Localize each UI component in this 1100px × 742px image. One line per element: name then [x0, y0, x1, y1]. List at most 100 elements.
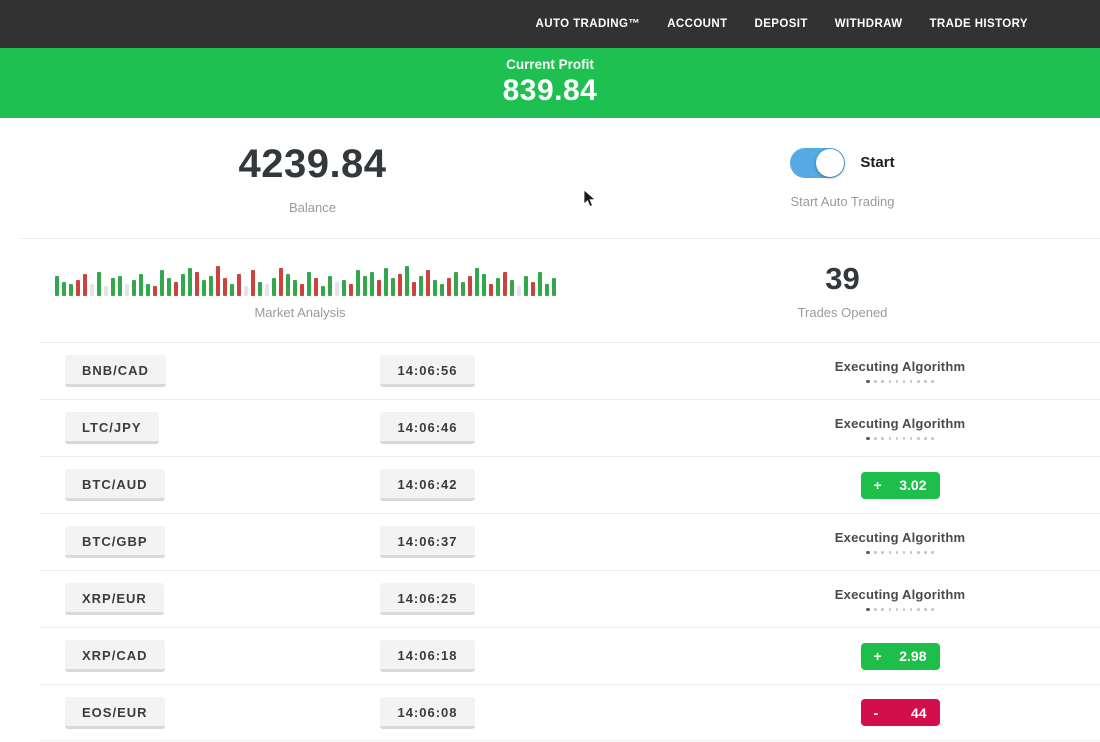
nav-auto-trading[interactable]: AUTO TRADING™	[535, 18, 641, 30]
nav-deposit[interactable]: DEPOSIT	[754, 18, 808, 30]
toggle-start-label: Start	[860, 154, 895, 171]
progress-dot	[909, 437, 913, 440]
progress-dot	[888, 608, 892, 611]
loss-sign: -	[873, 704, 879, 721]
market-bar	[384, 267, 388, 296]
trades-opened-block: 39 Trades Opened	[585, 261, 1100, 320]
progress-dot	[924, 437, 927, 440]
nav-withdraw[interactable]: WITHDRAW	[834, 18, 903, 30]
market-bar	[244, 285, 248, 296]
pair-chip: BTC/GBP	[65, 526, 165, 558]
progress-dot	[866, 607, 870, 612]
pair-chip: EOS/EUR	[65, 696, 165, 729]
market-analysis-label: Market Analysis	[254, 304, 346, 320]
market-bar	[496, 277, 500, 296]
market-bar	[342, 279, 346, 296]
progress-dot	[888, 380, 892, 383]
start-auto-trading-label: Start Auto Trading	[790, 193, 895, 209]
balance-value: 4239.84	[238, 141, 387, 186]
progress-dot	[866, 379, 870, 384]
market-bar	[279, 267, 283, 296]
market-bar	[272, 277, 276, 296]
current-profit-banner: Current Profit 839.84	[0, 48, 1100, 118]
profit-badge: + 3.02	[860, 471, 940, 499]
market-bar	[216, 265, 220, 296]
progress-dots	[700, 379, 1100, 384]
pair-chip: BNB/CAD	[65, 355, 166, 387]
profit-value: 2.98	[899, 648, 927, 664]
time-chip: 14:06:25	[380, 583, 475, 615]
market-bar	[482, 273, 486, 296]
market-bar	[307, 271, 311, 296]
progress-dot	[895, 380, 899, 383]
market-bar	[258, 281, 262, 296]
progress-dot	[909, 608, 913, 611]
market-bar	[153, 285, 157, 296]
progress-dot	[931, 437, 934, 440]
market-bar	[447, 277, 451, 296]
market-bar	[230, 283, 234, 296]
executing-algorithm-label: Executing Algorithm	[834, 586, 966, 602]
market-bar	[545, 283, 549, 296]
progress-dot	[924, 608, 927, 611]
current-profit-label: Current Profit	[506, 57, 594, 72]
market-bar	[405, 265, 409, 296]
progress-dot	[902, 437, 906, 440]
progress-dot	[866, 436, 870, 441]
table-row: XRP/CAD 14:06:18 + 2.98	[40, 627, 1100, 684]
time-chip: 14:06:56	[380, 355, 475, 387]
market-bar	[69, 283, 73, 296]
market-bar	[489, 283, 493, 296]
market-bar	[433, 279, 437, 296]
market-bar	[139, 273, 143, 296]
balance-label: Balance	[289, 199, 336, 215]
progress-dot	[916, 551, 920, 554]
market-bar	[202, 279, 206, 296]
progress-dot	[874, 551, 877, 554]
trades-opened-label: Trades Opened	[797, 305, 888, 320]
market-bar	[321, 285, 325, 296]
market-bar	[468, 275, 472, 296]
market-bar	[209, 275, 213, 296]
market-bar	[62, 281, 66, 296]
pair-chip: BTC/AUD	[65, 469, 165, 501]
market-bar	[363, 275, 367, 296]
time-chip: 14:06:42	[380, 469, 475, 501]
market-bar	[104, 285, 108, 296]
market-bar	[181, 273, 185, 296]
market-bar	[552, 277, 556, 296]
market-bar	[76, 279, 80, 296]
market-bar	[503, 271, 507, 296]
progress-dot	[881, 437, 885, 440]
market-bar	[419, 275, 423, 296]
auto-trading-toggle[interactable]	[790, 147, 846, 178]
market-bar	[223, 277, 227, 296]
table-row: BTC/AUD 14:06:42 + 3.02	[40, 456, 1100, 513]
table-row: EOS/EUR 14:06:08 - 44	[40, 684, 1100, 741]
market-bar	[83, 273, 87, 296]
top-navbar: AUTO TRADING™ ACCOUNT DEPOSIT WITHDRAW T…	[0, 0, 1100, 48]
market-bar	[300, 283, 304, 296]
nav-account[interactable]: ACCOUNT	[667, 18, 728, 30]
progress-dot	[881, 551, 885, 554]
profit-value: 3.02	[899, 477, 927, 493]
market-bar	[314, 277, 318, 296]
market-bar	[174, 281, 178, 296]
market-bar	[286, 273, 290, 296]
pair-chip: XRP/EUR	[65, 583, 164, 615]
time-chip: 14:06:46	[380, 412, 475, 444]
trades-opened-value: 39	[825, 261, 860, 296]
progress-dot	[931, 380, 934, 383]
market-bar	[335, 281, 339, 296]
progress-dots	[700, 607, 1100, 612]
market-bar	[55, 275, 59, 296]
table-row: LTC/JPY 14:06:46 Executing Algorithm	[40, 399, 1100, 456]
market-bar	[461, 281, 465, 296]
progress-dot	[909, 551, 913, 554]
loss-badge: - 44	[860, 699, 940, 726]
progress-dot	[916, 380, 920, 383]
stats-row-balance: 4239.84 Balance Start Start Auto Trading	[0, 118, 1100, 238]
market-bar	[517, 285, 521, 296]
executing-algorithm-label: Executing Algorithm	[834, 529, 966, 545]
nav-trade-history[interactable]: TRADE HISTORY	[929, 18, 1028, 30]
